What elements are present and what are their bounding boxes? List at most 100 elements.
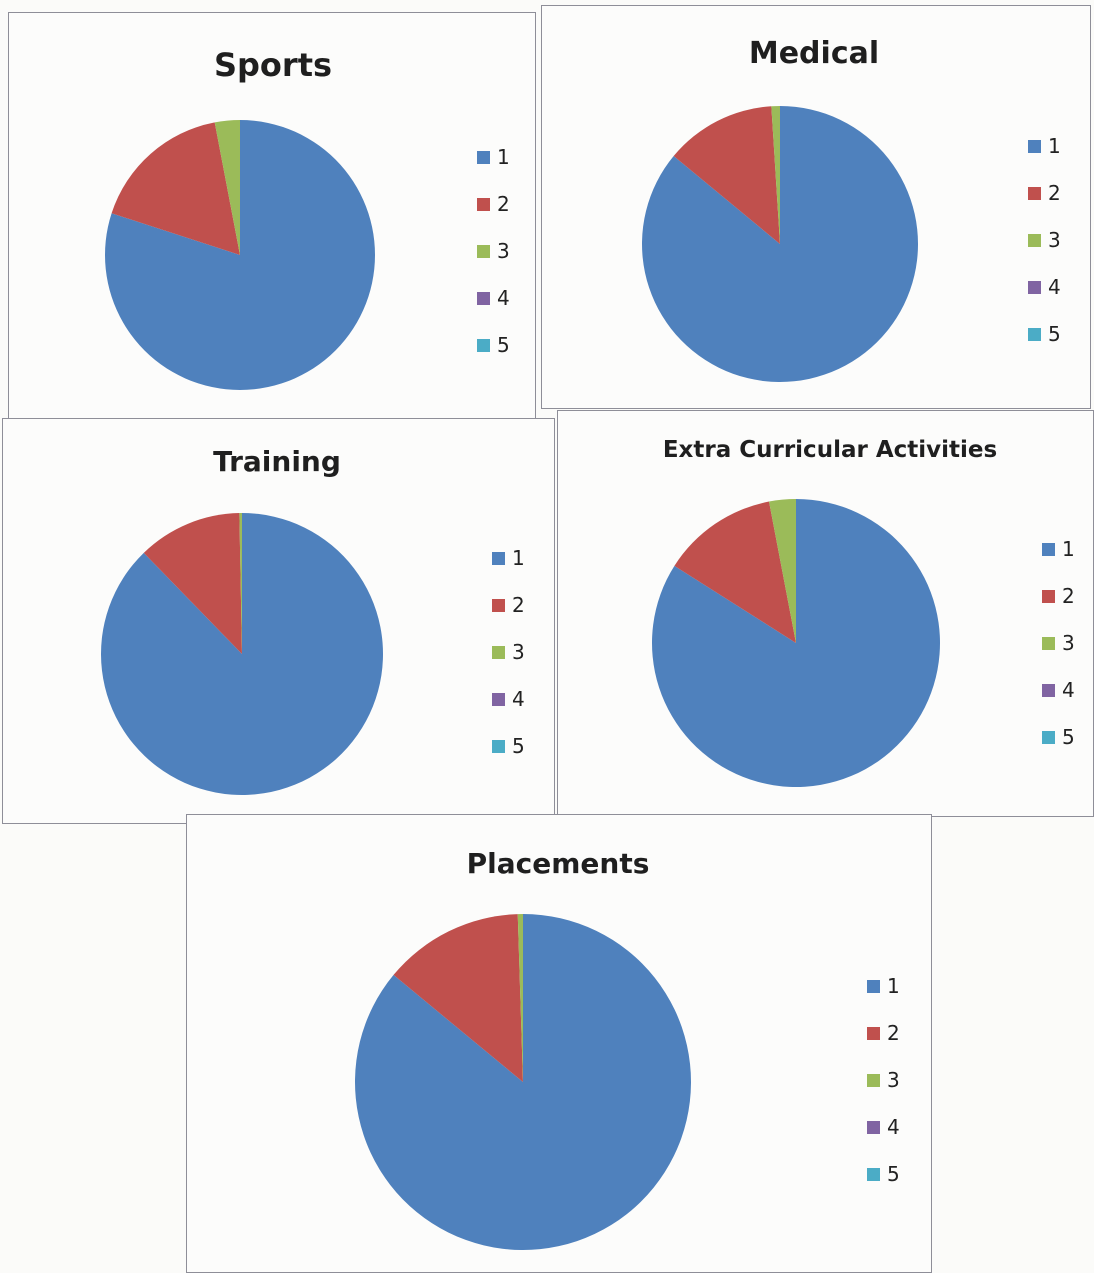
legend-label: 2 bbox=[1048, 181, 1061, 205]
legend-label: 3 bbox=[887, 1068, 900, 1092]
legend-swatch bbox=[492, 739, 505, 753]
legend-swatch bbox=[867, 1026, 880, 1040]
legend-swatch bbox=[492, 692, 505, 706]
legend-item-5: 5 bbox=[1042, 725, 1075, 749]
legend-item-2: 2 bbox=[492, 593, 525, 617]
chart-panel-extra-curricular: Extra Curricular Activities 1 2 3 4 5 bbox=[557, 410, 1094, 817]
legend-label: 4 bbox=[1048, 275, 1061, 299]
legend-label: 2 bbox=[887, 1021, 900, 1045]
legend-item-4: 4 bbox=[867, 1115, 900, 1139]
legend-item-5: 5 bbox=[867, 1162, 900, 1186]
legend-item-1: 1 bbox=[1042, 537, 1075, 561]
legend-swatch bbox=[1028, 139, 1041, 153]
pie-slice-3 bbox=[239, 513, 242, 654]
legend-item-4: 4 bbox=[1042, 678, 1075, 702]
legend-swatch bbox=[492, 598, 505, 612]
pie-slice-1 bbox=[104, 120, 375, 390]
pie-slice-3 bbox=[214, 120, 240, 255]
legend-item-5: 5 bbox=[1028, 322, 1061, 346]
legend-swatch bbox=[867, 1167, 880, 1181]
chart-panel-placements: Placements 1 2 3 4 5 bbox=[186, 814, 932, 1273]
legend-item-2: 2 bbox=[477, 192, 510, 216]
legend-label: 4 bbox=[512, 687, 525, 711]
legend-swatch bbox=[1042, 683, 1055, 697]
legend-swatch bbox=[1042, 589, 1055, 603]
legend-label: 4 bbox=[1062, 678, 1075, 702]
legend-item-3: 3 bbox=[867, 1068, 900, 1092]
legend-swatch bbox=[867, 979, 880, 993]
legend-item-1: 1 bbox=[492, 546, 525, 570]
legend-swatch bbox=[492, 645, 505, 659]
pie-chart bbox=[104, 120, 375, 390]
legend-label: 3 bbox=[1048, 228, 1061, 252]
legend-label: 3 bbox=[512, 640, 525, 664]
chart-title: Medical bbox=[748, 36, 880, 71]
legend-item-2: 2 bbox=[867, 1021, 900, 1045]
legend-swatch bbox=[1028, 280, 1041, 294]
legend-item-4: 4 bbox=[1028, 275, 1061, 299]
legend-swatch bbox=[1042, 636, 1055, 650]
legend-label: 2 bbox=[497, 192, 510, 216]
legend-item-4: 4 bbox=[477, 286, 510, 310]
legend-swatch bbox=[477, 338, 490, 352]
legend-swatch bbox=[1028, 327, 1041, 341]
pie-slice-2 bbox=[393, 914, 523, 1082]
legend-item-5: 5 bbox=[477, 333, 510, 357]
legend-item-1: 1 bbox=[1028, 134, 1061, 158]
legend-swatch bbox=[867, 1073, 880, 1087]
chart-panel-medical: Medical 1 2 3 4 5 bbox=[541, 5, 1091, 409]
legend-item-3: 3 bbox=[492, 640, 525, 664]
chart-panel-training: Training 1 2 3 4 5 bbox=[2, 418, 555, 824]
legend-label: 1 bbox=[1062, 537, 1075, 561]
legend-item-1: 1 bbox=[867, 974, 900, 998]
legend-item-4: 4 bbox=[492, 687, 525, 711]
pie-slice-3 bbox=[517, 914, 523, 1082]
pie-slice-3 bbox=[769, 499, 796, 643]
legend-label: 2 bbox=[512, 593, 525, 617]
legend-label: 5 bbox=[497, 333, 510, 357]
pie-slice-2 bbox=[674, 501, 796, 643]
pie-chart bbox=[652, 499, 940, 787]
legend-swatch bbox=[1042, 542, 1055, 556]
legend-item-3: 3 bbox=[1028, 228, 1061, 252]
chart-panel-sports: Sports 1 2 3 4 5 bbox=[8, 12, 536, 419]
legend-label: 4 bbox=[887, 1115, 900, 1139]
legend-label: 3 bbox=[497, 239, 510, 263]
legend-label: 1 bbox=[1048, 134, 1061, 158]
pie-slice-2 bbox=[143, 513, 242, 654]
legend-label: 3 bbox=[1062, 631, 1075, 655]
pie-slice-2 bbox=[111, 122, 241, 255]
legend-swatch bbox=[1028, 186, 1041, 200]
legend-item-3: 3 bbox=[477, 239, 510, 263]
legend-swatch bbox=[477, 291, 490, 305]
legend-swatch bbox=[867, 1120, 880, 1134]
legend-item-2: 2 bbox=[1028, 181, 1061, 205]
legend-label: 1 bbox=[512, 546, 525, 570]
legend-item-5: 5 bbox=[492, 734, 525, 758]
legend-swatch bbox=[1028, 233, 1041, 247]
legend-swatch bbox=[492, 551, 505, 565]
pie-slice-2 bbox=[673, 106, 780, 244]
legend-label: 5 bbox=[1048, 322, 1061, 346]
legend-label: 4 bbox=[497, 286, 510, 310]
legend-swatch bbox=[477, 244, 490, 258]
chart-title: Training bbox=[213, 445, 341, 478]
legend-item-1: 1 bbox=[477, 145, 510, 169]
legend-swatch bbox=[477, 197, 490, 211]
pie-chart bbox=[355, 914, 691, 1250]
pie-chart bbox=[101, 513, 383, 795]
legend-item-2: 2 bbox=[1042, 584, 1075, 608]
chart-title: Extra Curricular Activities bbox=[662, 437, 998, 463]
legend-label: 5 bbox=[887, 1162, 900, 1186]
legend-label: 1 bbox=[887, 974, 900, 998]
chart-title: Placements bbox=[466, 847, 650, 880]
pie-slice-3 bbox=[771, 106, 780, 244]
chart-title: Sports bbox=[213, 46, 333, 84]
legend-item-3: 3 bbox=[1042, 631, 1075, 655]
legend-swatch bbox=[1042, 730, 1055, 744]
legend-label: 5 bbox=[1062, 725, 1075, 749]
legend-swatch bbox=[477, 150, 490, 164]
pie-chart bbox=[642, 106, 918, 382]
legend-label: 2 bbox=[1062, 584, 1075, 608]
legend-label: 1 bbox=[497, 145, 510, 169]
